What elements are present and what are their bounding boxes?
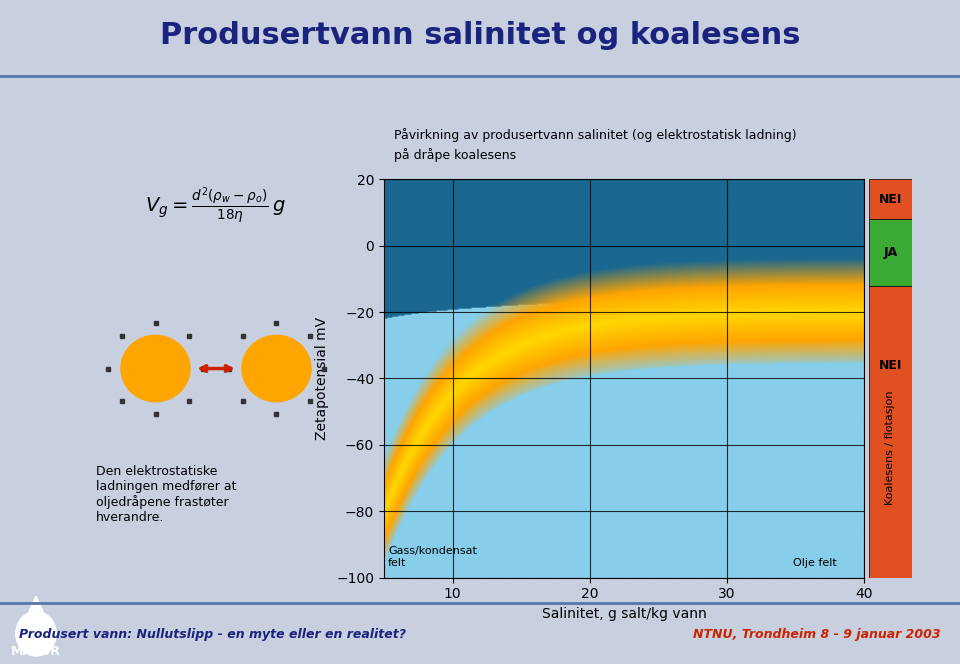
Text: Produsert vann: Nullutslipp - en myte eller en realitet?: Produsert vann: Nullutslipp - en myte el… [19,627,406,641]
Bar [869,179,912,219]
Text: JA: JA [883,246,898,259]
Circle shape [15,612,56,656]
Ellipse shape [121,335,190,402]
Text: Salinitet, g salt/kg vann: Salinitet, g salt/kg vann [541,606,707,621]
Text: MATOR: MATOR [12,645,60,657]
Text: på dråpe koalesens: på dråpe koalesens [394,148,516,163]
Text: Produsertvann salinitet og koalesens: Produsertvann salinitet og koalesens [159,21,801,50]
Polygon shape [25,596,47,620]
Y-axis label: Zetapotensial mV: Zetapotensial mV [315,317,329,440]
Text: NEI: NEI [878,359,902,372]
Text: Koalesens / flotasjon: Koalesens / flotasjon [885,391,896,505]
Text: Den elektrostatiske
ladningen medfører at
oljedråpene frastøter
hverandre.: Den elektrostatiske ladningen medfører a… [96,465,236,524]
Text: $V_g = \frac{d^2(\rho_w - \rho_o)}{18\eta}\,g$: $V_g = \frac{d^2(\rho_w - \rho_o)}{18\et… [146,186,286,226]
Bar [869,219,912,286]
Text: Påvirkning av produsertvann salinitet (og elektrostatisk ladning): Påvirkning av produsertvann salinitet (o… [394,128,796,143]
Text: NTNU, Trondheim 8 - 9 januar 2003: NTNU, Trondheim 8 - 9 januar 2003 [693,627,941,641]
Text: Gass/kondensat
felt: Gass/kondensat felt [388,546,477,568]
Text: NEI: NEI [878,193,902,206]
Text: Olje felt: Olje felt [793,558,836,568]
Ellipse shape [242,335,311,402]
Bar [869,286,912,578]
